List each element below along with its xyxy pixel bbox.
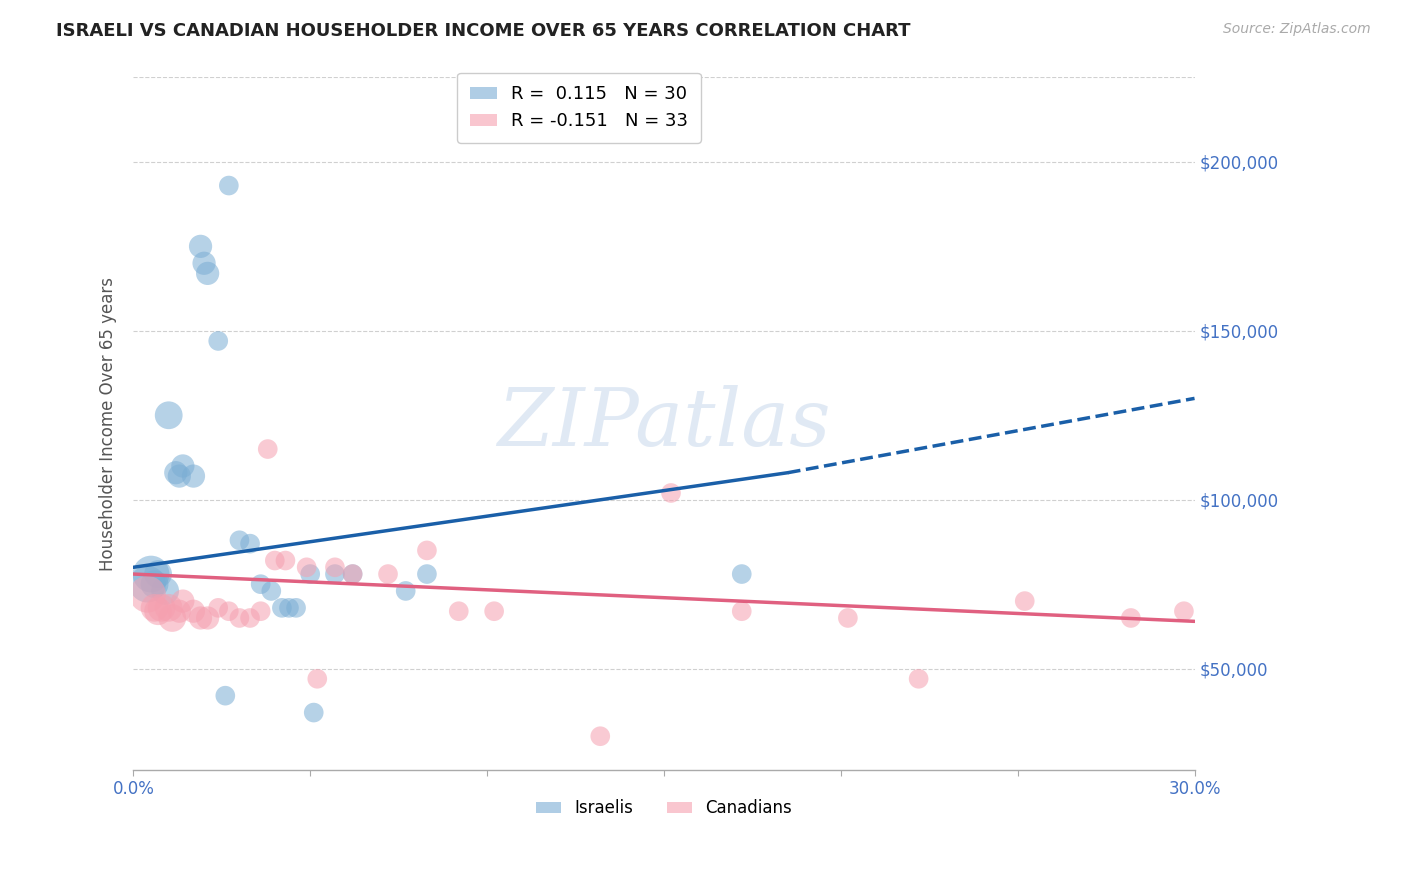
Point	[342, 567, 364, 582]
Point	[136, 587, 159, 601]
Point	[377, 567, 399, 582]
Point	[323, 567, 346, 582]
Point	[278, 600, 301, 615]
Point	[218, 178, 240, 193]
Point	[162, 611, 184, 625]
Point	[482, 604, 505, 618]
Point	[183, 469, 205, 483]
Point	[183, 604, 205, 618]
Text: ISRAELI VS CANADIAN HOUSEHOLDER INCOME OVER 65 YEARS CORRELATION CHART: ISRAELI VS CANADIAN HOUSEHOLDER INCOME O…	[56, 22, 911, 40]
Point	[907, 672, 929, 686]
Point	[1014, 594, 1036, 608]
Text: ZIPatlas: ZIPatlas	[498, 385, 831, 462]
Point	[157, 409, 180, 423]
Point	[416, 543, 439, 558]
Point	[139, 567, 162, 582]
Point	[239, 536, 262, 550]
Point	[169, 469, 191, 483]
Point	[395, 583, 418, 598]
Point	[197, 611, 219, 625]
Point	[228, 611, 250, 625]
Point	[263, 553, 285, 567]
Point	[731, 567, 754, 582]
Point	[207, 334, 229, 348]
Point	[295, 560, 318, 574]
Point	[165, 466, 187, 480]
Point	[274, 553, 297, 567]
Point	[190, 611, 212, 625]
Point	[589, 729, 612, 743]
Point	[172, 594, 194, 608]
Point	[260, 583, 283, 598]
Point	[146, 604, 169, 618]
Point	[136, 577, 159, 591]
Point	[169, 604, 191, 618]
Point	[218, 604, 240, 618]
Point	[299, 567, 322, 582]
Text: Source: ZipAtlas.com: Source: ZipAtlas.com	[1223, 22, 1371, 37]
Point	[270, 600, 292, 615]
Point	[447, 604, 470, 618]
Point	[837, 611, 859, 625]
Point	[731, 604, 754, 618]
Point	[193, 256, 215, 270]
Point	[1119, 611, 1142, 625]
Point	[143, 600, 166, 615]
Point	[190, 239, 212, 253]
Y-axis label: Householder Income Over 65 years: Householder Income Over 65 years	[100, 277, 117, 571]
Point	[249, 577, 271, 591]
Point	[1173, 604, 1195, 618]
Point	[214, 689, 236, 703]
Point	[323, 560, 346, 574]
Point	[416, 567, 439, 582]
Point	[307, 672, 329, 686]
Point	[153, 583, 176, 598]
Legend: Israelis, Canadians: Israelis, Canadians	[530, 793, 799, 824]
Point	[659, 486, 682, 500]
Point	[197, 266, 219, 280]
Point	[249, 604, 271, 618]
Point	[256, 442, 278, 456]
Point	[143, 577, 166, 591]
Point	[228, 533, 250, 548]
Point	[285, 600, 308, 615]
Point	[342, 567, 364, 582]
Point	[239, 611, 262, 625]
Point	[146, 567, 169, 582]
Point	[157, 600, 180, 615]
Point	[150, 600, 173, 615]
Point	[302, 706, 325, 720]
Point	[207, 600, 229, 615]
Point	[172, 458, 194, 473]
